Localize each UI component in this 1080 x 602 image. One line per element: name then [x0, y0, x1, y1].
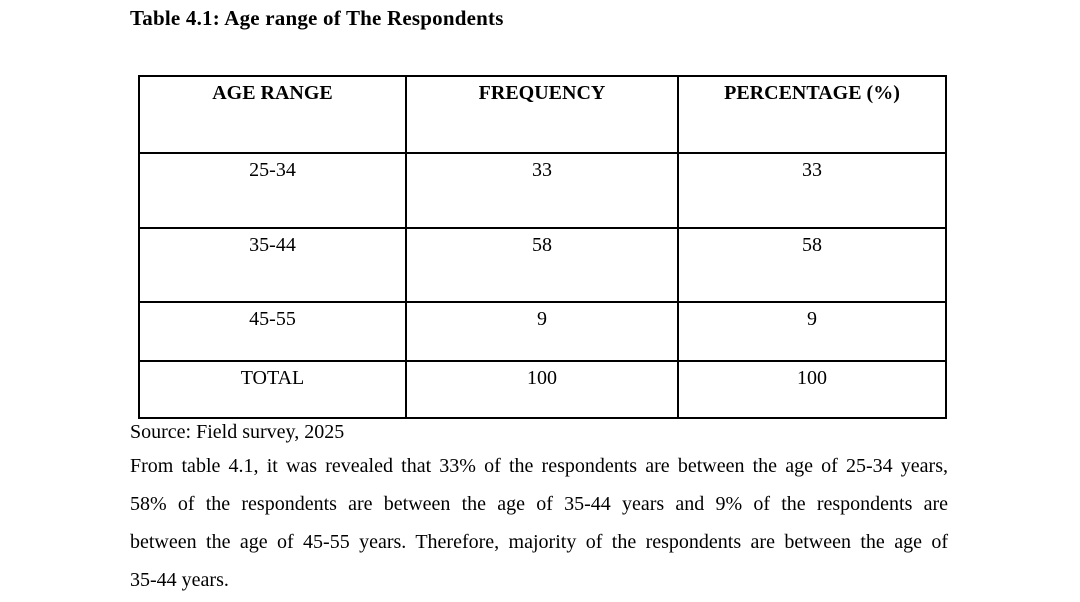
- cell-percentage: 33: [677, 152, 947, 229]
- paragraph-line: between the age of 45-55 years. Therefor…: [130, 531, 948, 553]
- cell-total-label: TOTAL: [138, 360, 407, 419]
- cell-total-frequency: 100: [405, 360, 679, 419]
- cell-age-range: 25-34: [138, 152, 407, 229]
- cell-frequency: 33: [405, 152, 679, 229]
- col-header-percentage: PERCENTAGE (%): [677, 75, 947, 154]
- table-row: 45-55 9 9: [138, 301, 947, 362]
- table-row: 35-44 58 58: [138, 227, 947, 303]
- cell-total-percentage: 100: [677, 360, 947, 419]
- paragraph-line: 35-44 years.: [130, 569, 229, 591]
- table-total-row: TOTAL 100 100: [138, 360, 947, 419]
- source-note: Source: Field survey, 2025: [130, 421, 345, 443]
- paragraph-line: From table 4.1, it was revealed that 33%…: [130, 455, 948, 477]
- col-header-age-range: AGE RANGE: [138, 75, 407, 154]
- cell-age-range: 35-44: [138, 227, 407, 303]
- table-row: 25-34 33 33: [138, 152, 947, 229]
- table-header-row: AGE RANGE FREQUENCY PERCENTAGE (%): [138, 75, 947, 154]
- cell-frequency: 9: [405, 301, 679, 362]
- cell-percentage: 9: [677, 301, 947, 362]
- col-header-frequency: FREQUENCY: [405, 75, 679, 154]
- cell-percentage: 58: [677, 227, 947, 303]
- cell-age-range: 45-55: [138, 301, 407, 362]
- analysis-paragraph: From table 4.1, it was revealed that 33%…: [130, 447, 948, 599]
- cell-frequency: 58: [405, 227, 679, 303]
- age-range-table: AGE RANGE FREQUENCY PERCENTAGE (%) 25-34…: [138, 75, 947, 419]
- table-caption: Table 4.1: Age range of The Respondents: [130, 6, 504, 30]
- paragraph-line: 58% of the respondents are between the a…: [130, 493, 948, 515]
